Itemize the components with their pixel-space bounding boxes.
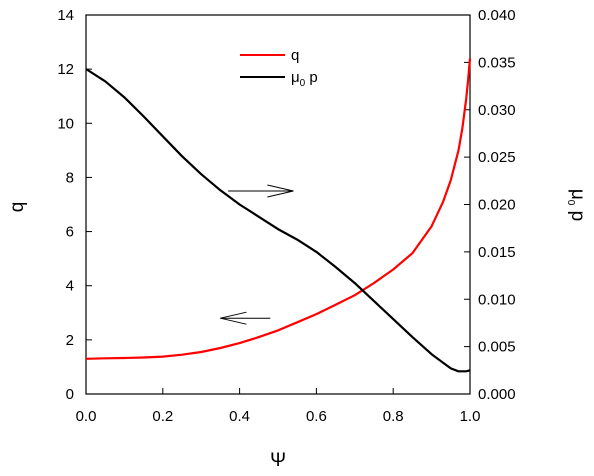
y-left-tick-label: 8	[66, 169, 74, 186]
y-right-tick-label: 0.010	[478, 291, 516, 308]
legend: q μ0 p	[240, 47, 318, 89]
annotation-arrow-left	[220, 311, 271, 325]
x-tick-label: 1.0	[460, 408, 481, 425]
y-right-tick-label: 0.030	[478, 102, 516, 119]
x-tick-label: 0.2	[152, 408, 173, 425]
y-right-tick-label: 0.015	[478, 244, 516, 261]
x-tick-label: 0.6	[306, 408, 327, 425]
x-tick-label: 0.4	[229, 408, 250, 425]
y-left-tick-label: 14	[57, 7, 74, 24]
y-right-tick-label: 0.040	[478, 7, 516, 24]
y-right-tick-label: 0.025	[478, 149, 516, 166]
legend-label-q: q	[291, 47, 299, 64]
y-right-tick-label: 0.005	[478, 339, 516, 356]
y-left-tick-label: 0	[66, 386, 74, 403]
series-line-q	[85, 58, 472, 360]
legend-label-mu0p: μ0 p	[291, 69, 318, 89]
y-left-tick-label: 4	[66, 278, 74, 295]
y-right-tick-label: 0.020	[478, 197, 516, 214]
y-right-axis-title: μ0 p	[565, 189, 588, 221]
ticks: 0.0 0.2 0.4 0.6 0.8 1.0 0 2 4 6 8 10 12 14 0.000 0.005 0…	[57, 7, 515, 425]
y-left-tick-label: 2	[66, 332, 74, 349]
series-line-mu0p	[85, 68, 471, 373]
x-tick-label: 0.8	[383, 408, 404, 425]
annotation-arrow-right	[228, 184, 294, 198]
x-tick-label: 0.0	[76, 408, 97, 425]
y-left-axis-title: q	[7, 202, 28, 213]
y-left-tick-label: 6	[66, 224, 74, 241]
x-axis-title: Ψ	[270, 450, 286, 471]
series-lines	[85, 58, 472, 373]
y-right-tick-label: 0.035	[478, 54, 516, 71]
y-right-tick-label: 0.000	[478, 386, 516, 403]
y-left-tick-label: 10	[57, 115, 74, 132]
arrow-head	[267, 184, 294, 198]
arrow-head	[220, 311, 247, 325]
y-left-tick-label: 12	[57, 61, 74, 78]
annotation-arrows	[220, 184, 294, 325]
